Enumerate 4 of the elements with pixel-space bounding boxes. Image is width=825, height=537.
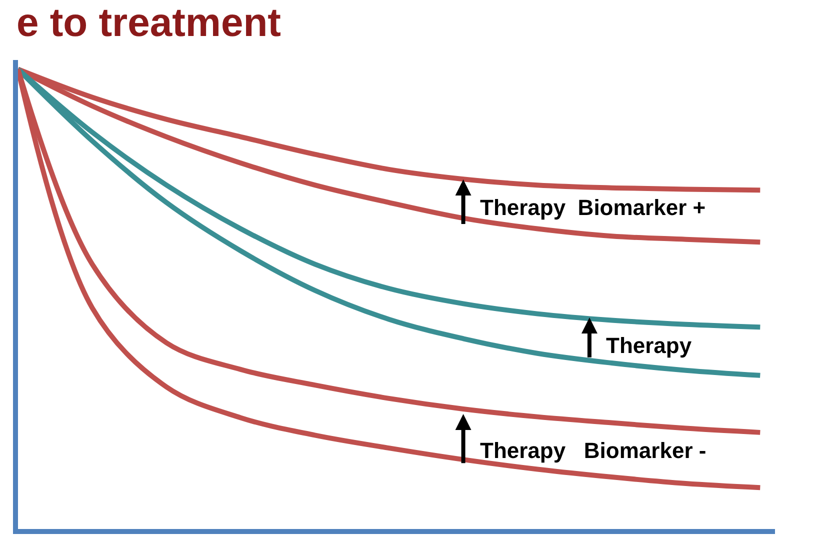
- annotation: Therapy: [606, 333, 692, 358]
- chart-title: e to treatment: [16, 1, 281, 46]
- annotation: Therapy Biomarker +: [480, 195, 706, 220]
- annotation: Therapy Biomarker -: [480, 438, 706, 463]
